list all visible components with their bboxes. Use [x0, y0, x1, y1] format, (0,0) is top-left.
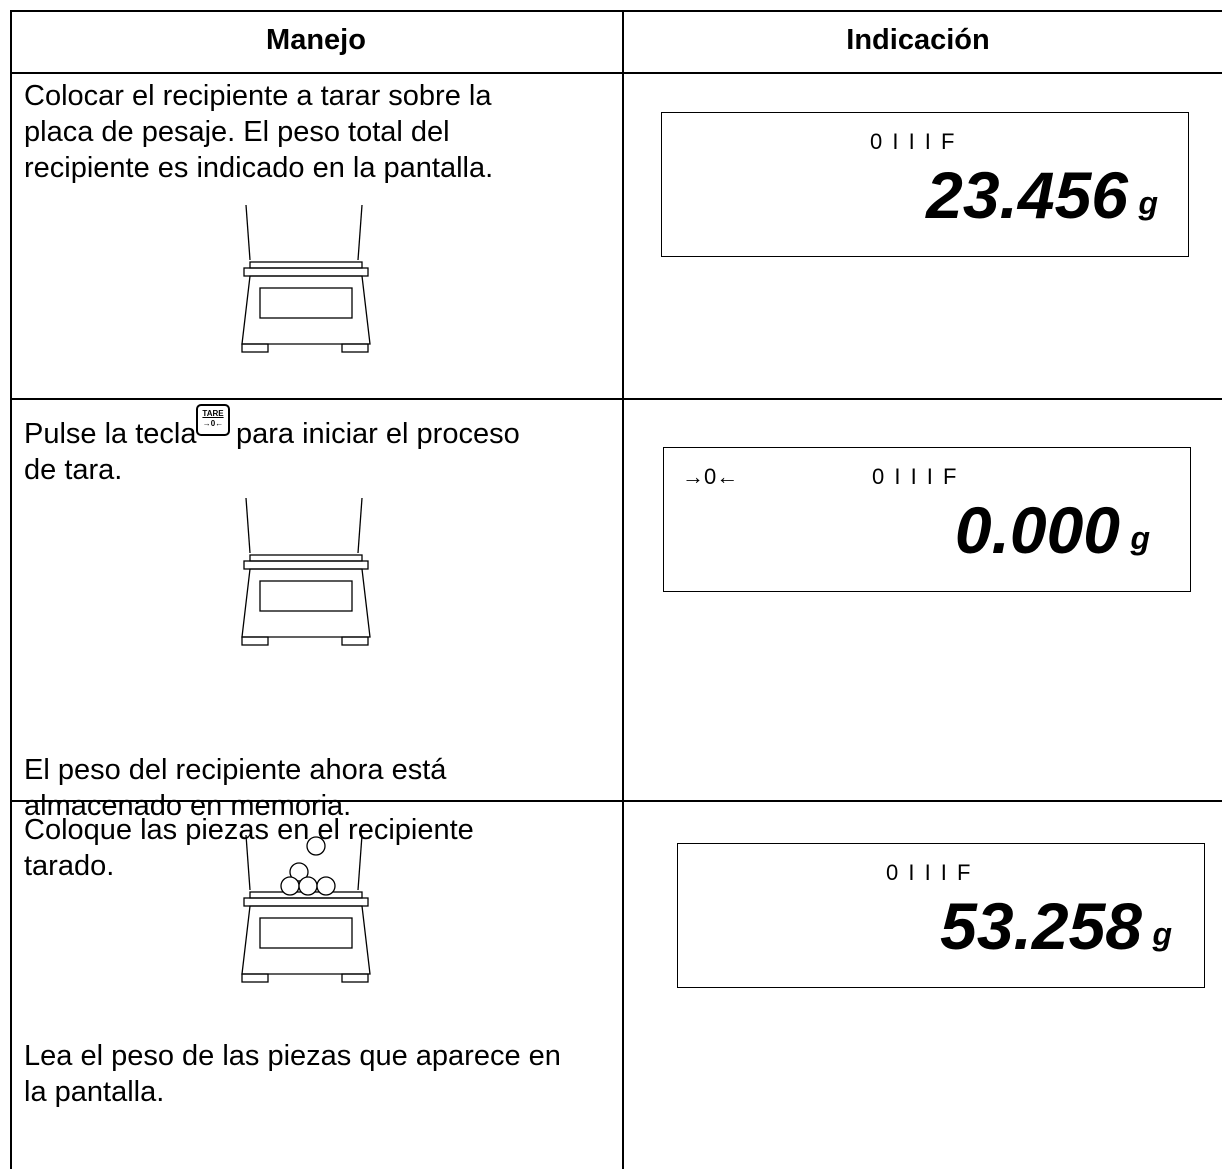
header-cell: Indicación [846, 24, 990, 56]
note: El peso del recipiente ahora está [24, 754, 447, 786]
rule [10, 10, 1222, 12]
header-cell: Manejo [266, 24, 366, 56]
rule [10, 72, 1222, 74]
instruction: Pulse la tecla [24, 418, 197, 450]
display: 0 I I I F 53.258 g [677, 843, 1205, 988]
rule [622, 10, 624, 1169]
unit: g [1138, 185, 1158, 221]
note: la pantalla. [24, 1076, 165, 1108]
rule [10, 800, 1222, 802]
reading: 23.456 [926, 158, 1128, 232]
indicators: 0 I I I F [872, 464, 959, 489]
instruction: recipiente es indicado en la pantalla. [24, 152, 494, 184]
unit: g [1152, 916, 1172, 952]
scale-illustration [236, 200, 376, 355]
note: Lea el peso de las piezas que aparece en [24, 1040, 561, 1072]
instruction: para iniciar el proceso [236, 418, 520, 450]
key-label: →0← [202, 419, 224, 428]
indicators: 0 I I I F [886, 860, 973, 885]
indicators: 0 I I I F [870, 129, 957, 154]
instruction: Colocar el recipiente a tarar sobre la [24, 80, 492, 112]
scale-illustration [236, 830, 376, 985]
reading: 53.258 [940, 889, 1142, 963]
scale-illustration [236, 493, 376, 648]
reading: 0.000 [954, 493, 1120, 567]
unit: g [1130, 520, 1150, 556]
instruction: Coloque las piezas en el recipiente [24, 814, 474, 846]
note: almacenado en memoria. [24, 790, 352, 822]
rule [10, 10, 12, 1169]
rule [10, 398, 1222, 400]
instruction: de tara. [24, 454, 123, 486]
instruction: tarado. [24, 850, 115, 882]
instruction: placa de pesaje. El peso total del [24, 116, 450, 148]
display: 0 I I I F 23.456 g [661, 112, 1189, 257]
display: →0← 0 I I I F 0.000 g [663, 447, 1191, 592]
tare-key-icon: TARE →0← [196, 404, 230, 436]
zero-indicator: →0← [682, 464, 739, 489]
key-label: TARE [202, 409, 224, 418]
